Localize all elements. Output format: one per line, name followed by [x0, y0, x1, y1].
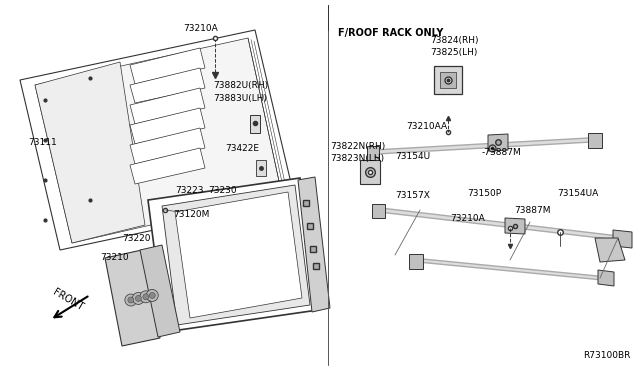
Text: F/ROOF RACK ONLY: F/ROOF RACK ONLY: [338, 28, 444, 38]
Polygon shape: [130, 128, 205, 164]
Text: 73210: 73210: [100, 253, 129, 263]
Polygon shape: [434, 66, 462, 94]
Text: 73210A: 73210A: [183, 23, 218, 32]
Circle shape: [136, 295, 141, 301]
Text: 73210AA: 73210AA: [406, 122, 447, 131]
Polygon shape: [367, 146, 379, 160]
Polygon shape: [130, 108, 205, 144]
Polygon shape: [588, 133, 602, 148]
Polygon shape: [598, 270, 614, 286]
Text: 73887M: 73887M: [514, 205, 550, 215]
Polygon shape: [130, 68, 205, 103]
Polygon shape: [440, 72, 456, 88]
Text: 73220: 73220: [122, 234, 150, 243]
Polygon shape: [409, 254, 423, 269]
Polygon shape: [505, 218, 525, 234]
Polygon shape: [298, 177, 330, 312]
Polygon shape: [175, 192, 302, 318]
Text: FRONT: FRONT: [51, 287, 85, 313]
Text: 73882U(RH): 73882U(RH): [213, 80, 268, 90]
Text: 73154UA: 73154UA: [557, 189, 598, 198]
Text: 73822N(RH): 73822N(RH): [330, 141, 385, 151]
Polygon shape: [148, 178, 318, 332]
Text: 73825(LH): 73825(LH): [430, 48, 477, 57]
Polygon shape: [35, 38, 282, 243]
Text: 73422E: 73422E: [225, 144, 259, 153]
Text: 73120M: 73120M: [173, 209, 209, 218]
Polygon shape: [35, 62, 145, 243]
Text: -73887M: -73887M: [482, 148, 522, 157]
Polygon shape: [130, 48, 205, 84]
Circle shape: [143, 294, 149, 300]
Circle shape: [147, 289, 158, 301]
Text: 73883U(LH): 73883U(LH): [213, 93, 267, 103]
Polygon shape: [488, 134, 508, 151]
Polygon shape: [256, 160, 266, 176]
Polygon shape: [130, 88, 205, 124]
Text: 73210A: 73210A: [450, 214, 484, 222]
Circle shape: [125, 294, 137, 306]
Text: 73823N(LH): 73823N(LH): [330, 154, 384, 163]
Polygon shape: [130, 148, 205, 184]
Polygon shape: [162, 185, 310, 325]
Circle shape: [128, 297, 134, 303]
Polygon shape: [613, 230, 632, 248]
Text: R73100BR: R73100BR: [582, 351, 630, 360]
Polygon shape: [250, 115, 260, 133]
Polygon shape: [140, 245, 180, 337]
Text: 73111: 73111: [28, 138, 57, 147]
Text: 73824(RH): 73824(RH): [430, 35, 479, 45]
Circle shape: [140, 291, 152, 303]
Polygon shape: [372, 204, 385, 218]
Text: 73157X: 73157X: [395, 190, 430, 199]
Circle shape: [149, 292, 156, 298]
Text: 73230: 73230: [208, 186, 237, 195]
Text: 73223: 73223: [175, 186, 204, 195]
Text: 73150P: 73150P: [467, 189, 501, 198]
Polygon shape: [105, 250, 160, 346]
Polygon shape: [20, 30, 295, 250]
Polygon shape: [360, 160, 380, 184]
Circle shape: [132, 292, 145, 304]
Polygon shape: [595, 238, 625, 262]
Text: 73154U: 73154U: [395, 151, 430, 160]
